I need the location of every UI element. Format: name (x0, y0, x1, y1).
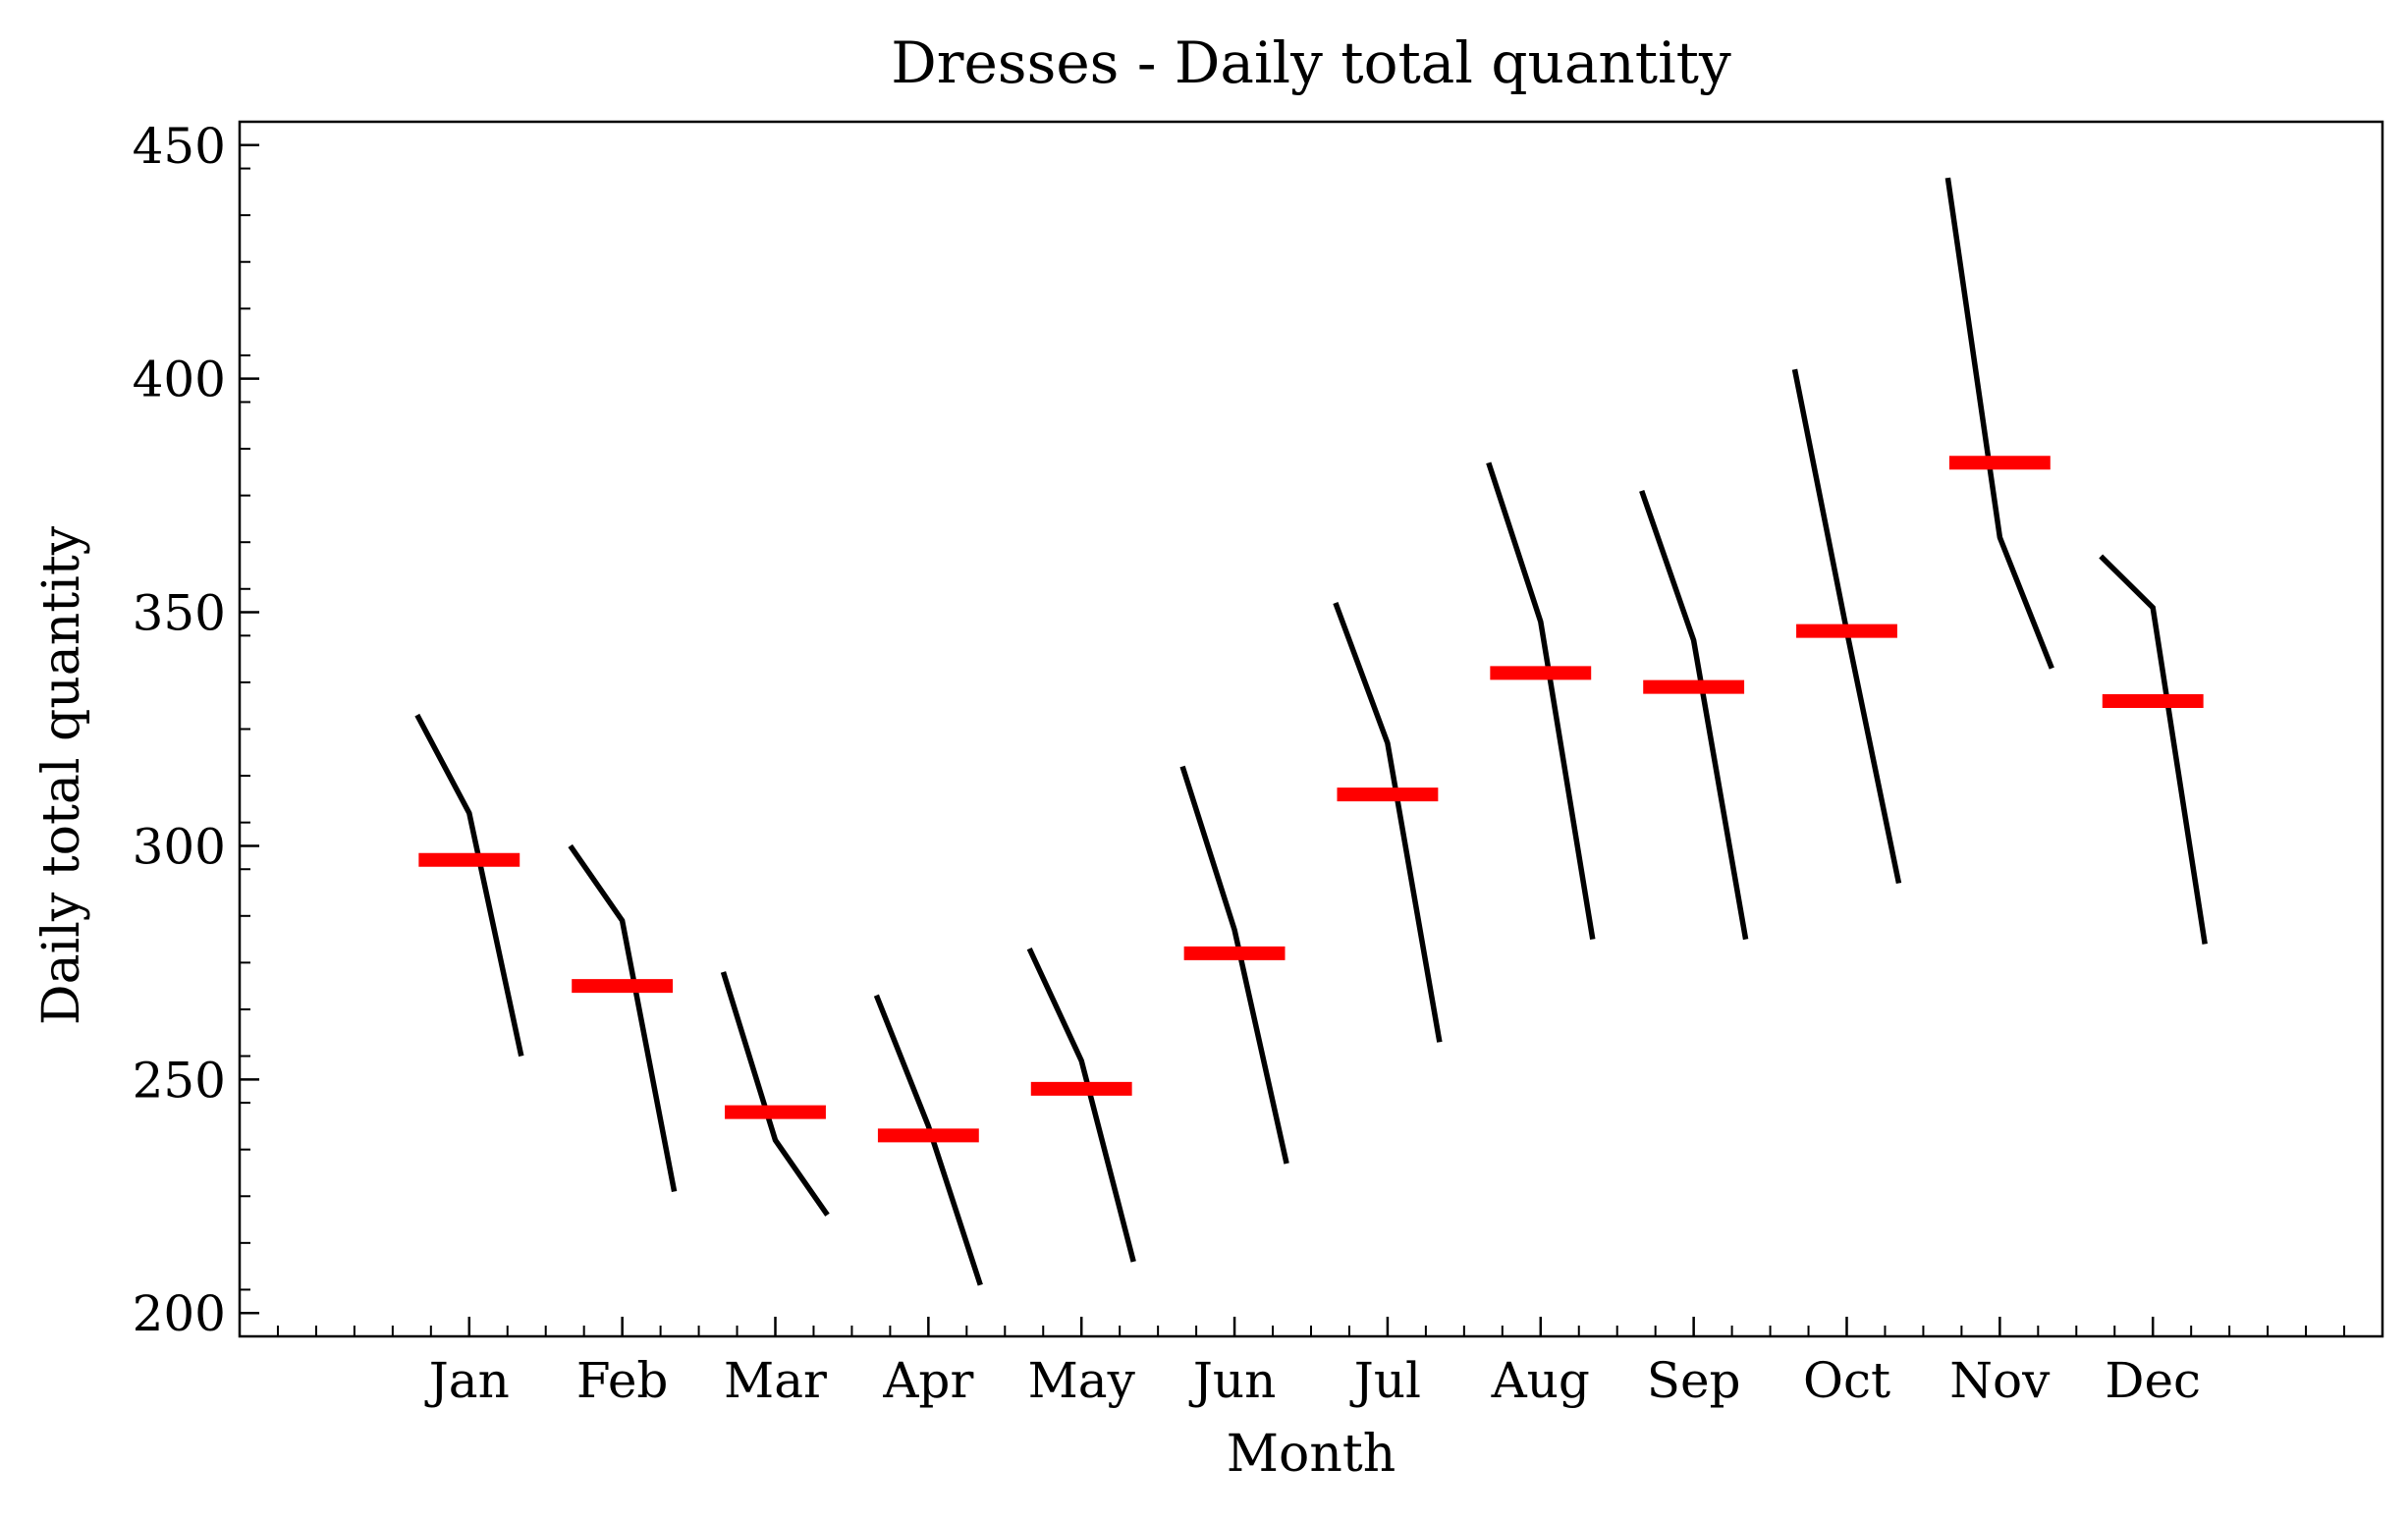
x-tick-label: Jun (1188, 1352, 1276, 1409)
x-tick-label: Dec (2105, 1352, 2201, 1409)
y-tick-label: 350 (133, 585, 226, 642)
series-line (414, 713, 524, 1058)
series-line (1944, 177, 2054, 670)
x-tick-label: Nov (1949, 1352, 2051, 1409)
y-tick-label: 250 (133, 1052, 226, 1109)
plot-frame (238, 120, 2384, 1338)
y-tick-label: 450 (133, 118, 226, 175)
x-tick-label: Mar (724, 1352, 827, 1409)
series-line (568, 843, 678, 1193)
y-tick-label: 200 (133, 1285, 226, 1342)
series-line (1486, 461, 1596, 941)
x-axis-label: Month (1227, 1425, 1396, 1484)
x-tick-label: Jul (1349, 1352, 1421, 1409)
y-tick-label: 300 (133, 818, 226, 875)
y-tick-label: 400 (133, 352, 226, 408)
series-line (720, 971, 830, 1217)
series-line (1026, 947, 1136, 1263)
x-tick-label: Apr (882, 1352, 973, 1409)
series-line (2099, 554, 2208, 945)
x-tick-label: Jan (424, 1352, 510, 1409)
x-tick-label: Aug (1491, 1352, 1590, 1409)
series-line (1179, 765, 1289, 1165)
x-tick-label: Feb (576, 1352, 669, 1409)
x-tick-label: Oct (1803, 1352, 1890, 1409)
series-line (1333, 602, 1443, 1043)
y-axis-label: Daily total quantity (32, 525, 91, 1025)
x-tick-label: Sep (1647, 1352, 1741, 1409)
x-tick-label: May (1028, 1352, 1136, 1409)
series-line (873, 994, 983, 1286)
series-line (1639, 489, 1749, 941)
chart-title: Dresses - Daily total quantity (891, 29, 1731, 96)
plot-area: 200 250 300 350 400 450 Jan Feb Mar Apr May Jun Jul A… (133, 118, 2346, 1409)
